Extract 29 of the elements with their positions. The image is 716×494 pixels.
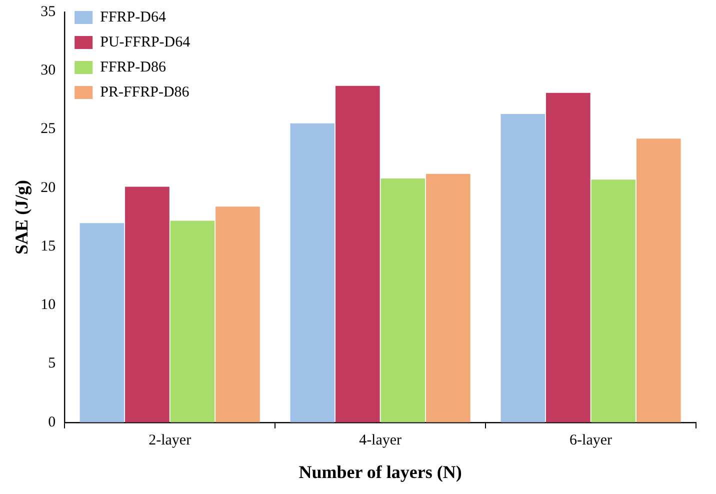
- y-tick-label: 20: [40, 180, 56, 196]
- bar: [336, 86, 380, 422]
- legend-label: FFRP-D64: [100, 9, 166, 26]
- x-tick-label: 2-layer: [148, 432, 192, 448]
- y-axis-title: SAE (J/g): [11, 180, 32, 254]
- legend-label: FFRP-D86: [100, 59, 166, 76]
- bar: [125, 186, 170, 422]
- y-tick-label: 25: [40, 121, 56, 138]
- bar: [426, 174, 470, 422]
- legend-label: PR-FFRP-D86: [100, 84, 190, 100]
- bar: [170, 220, 215, 422]
- bar: [380, 178, 426, 422]
- x-axis-title: Number of layers (N): [298, 462, 462, 482]
- bar: [591, 180, 636, 422]
- y-tick-label: 35: [40, 4, 56, 20]
- bar: [546, 92, 590, 422]
- y-tick-label: 15: [40, 238, 56, 254]
- x-tick-label: 4-layer: [359, 432, 402, 448]
- bar: [290, 123, 335, 422]
- bar: [500, 114, 546, 422]
- bar: [80, 223, 124, 422]
- bar: [636, 138, 681, 422]
- legend-label: PU-FFRP-D64: [100, 34, 191, 50]
- y-tick-label: 0: [48, 414, 56, 430]
- y-tick-label: 10: [40, 297, 56, 314]
- y-tick-label: 5: [48, 356, 56, 372]
- y-tick-label: 30: [40, 62, 56, 79]
- bar: [216, 206, 260, 422]
- x-tick-label: 6-layer: [570, 432, 612, 448]
